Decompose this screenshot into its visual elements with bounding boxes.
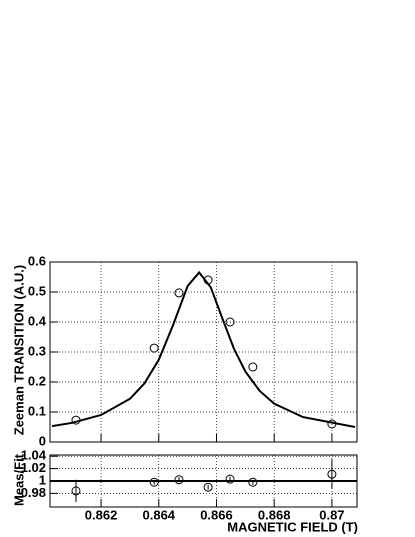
y-tick-label: 0 — [39, 433, 46, 448]
data-point — [248, 362, 258, 372]
data-point — [174, 475, 184, 485]
y-tick-label: 0.2 — [28, 373, 46, 388]
x-tick-label: 0.868 — [258, 507, 291, 522]
y-tick-label: 0.4 — [28, 313, 47, 328]
data-point — [225, 474, 235, 484]
data-point — [248, 477, 258, 487]
y-tick-label: 1.02 — [21, 460, 46, 475]
y-tick-label: 0.1 — [28, 403, 46, 418]
x-axis-title: MAGNETIC FIELD (T) — [227, 519, 358, 534]
y-tick-label: 0.3 — [28, 343, 46, 358]
y-axis-title: Meas/Fit — [11, 453, 26, 506]
data-point — [225, 317, 235, 327]
data-point — [203, 482, 213, 492]
y-tick-label: 0.6 — [28, 253, 46, 268]
y-tick-label: 1 — [39, 472, 46, 487]
y-tick-label: 0.98 — [21, 485, 46, 500]
x-tick-label: 0.866 — [200, 507, 233, 522]
y-tick-label: 0.5 — [28, 283, 46, 298]
data-point — [71, 415, 81, 425]
x-tick-label: 0.862 — [85, 507, 118, 522]
x-tick-label: 0.864 — [143, 507, 176, 522]
y-tick-label: 1.04 — [21, 448, 47, 463]
data-point — [149, 343, 159, 353]
fit-line — [51, 270, 356, 428]
data-point — [174, 288, 184, 298]
y-axis-title: Zeeman TRANSITION (A.U.) — [11, 265, 26, 435]
x-tick-label: 0.87 — [319, 507, 344, 522]
data-point — [203, 275, 213, 285]
data-point — [149, 477, 159, 487]
data-point — [71, 486, 81, 496]
data-point — [327, 469, 337, 479]
data-point — [327, 419, 337, 429]
